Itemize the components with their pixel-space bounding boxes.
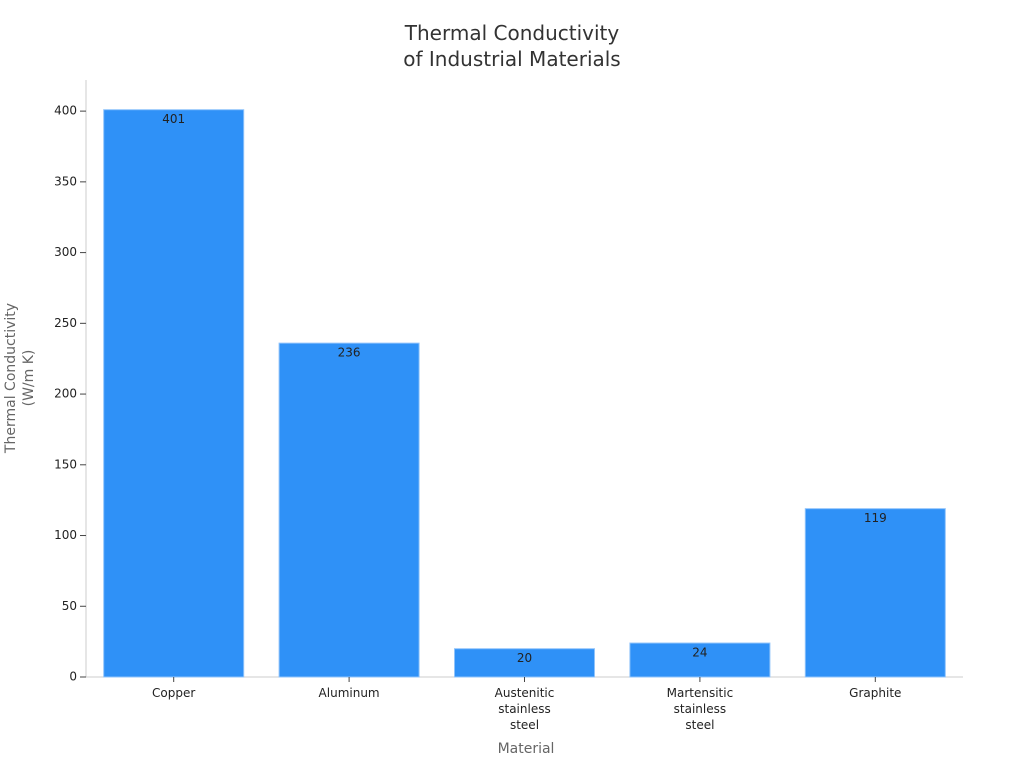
value-label: 236 (338, 346, 361, 360)
y-tick-label: 400 (54, 104, 77, 118)
bar (629, 642, 771, 678)
y-tick-label: 250 (54, 316, 77, 330)
y-tick-label: 100 (54, 528, 77, 542)
value-label: 20 (517, 651, 532, 665)
x-tick-label: Martensitic stainless steel (666, 686, 734, 732)
bar (278, 342, 420, 678)
x-tick-label: Graphite (849, 686, 902, 700)
x-axis-label: Material (497, 741, 555, 757)
x-tick-label: Austenitic stainless steel (494, 686, 555, 732)
y-tick-label: 50 (62, 599, 77, 613)
chart-title: Thermal Conductivity of Industrial Mater… (403, 21, 621, 71)
y-tick-label: 300 (54, 245, 77, 259)
bar (454, 648, 595, 678)
x-tick-label: Aluminum (318, 686, 380, 700)
value-label: 401 (162, 112, 185, 126)
bar (103, 109, 245, 678)
value-label: 24 (692, 646, 707, 660)
value-label: 119 (864, 511, 887, 525)
x-tick-label: Copper (152, 686, 196, 700)
y-tick-label: 350 (54, 174, 77, 188)
bar (804, 508, 946, 678)
y-tick-label: 0 (69, 670, 77, 684)
y-tick-label: 200 (54, 387, 77, 401)
y-tick-label: 150 (54, 457, 77, 471)
y-axis-label: Thermal Conductivity (W/m K) (3, 302, 37, 454)
